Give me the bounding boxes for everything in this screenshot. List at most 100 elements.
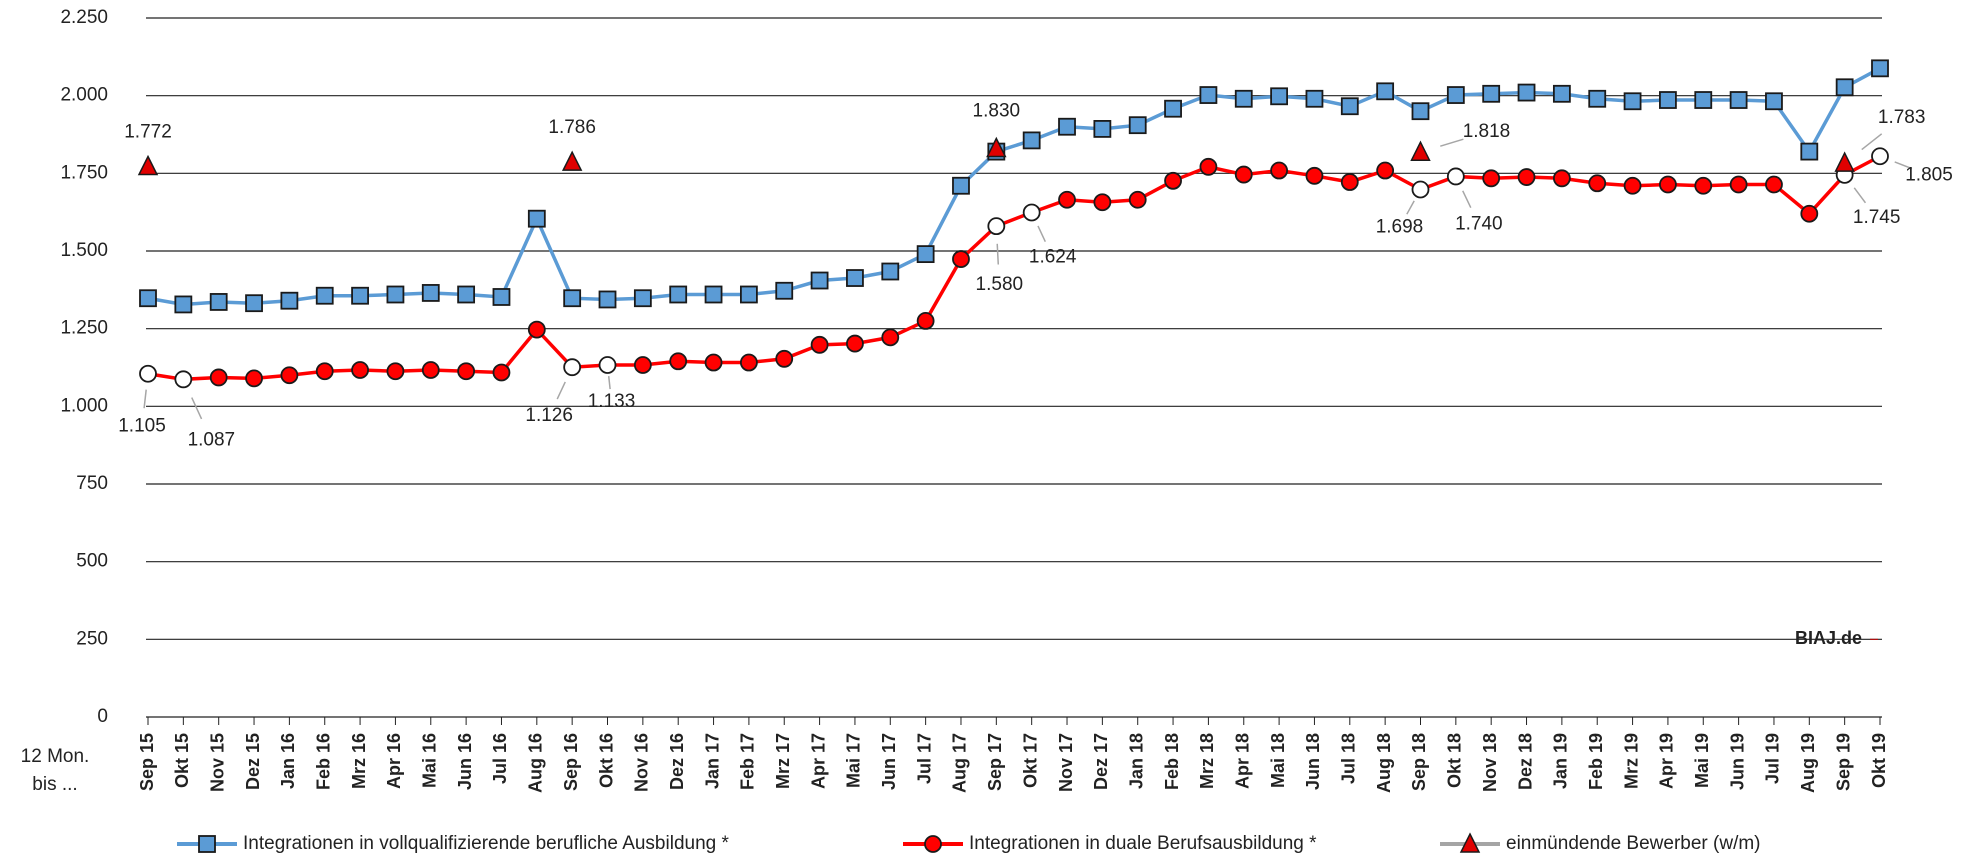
- x-tick-label: Dez 17: [1091, 733, 1111, 790]
- data-point: [1517, 83, 1536, 102]
- x-axis-label: 12 Mon. bis ...: [21, 746, 90, 795]
- x-tick-label: Feb 16: [313, 733, 333, 790]
- data-point: [1376, 161, 1395, 180]
- data-point: [1871, 59, 1889, 78]
- leader-line: [1406, 200, 1415, 215]
- data-point: [1305, 166, 1324, 185]
- data-point: [1588, 174, 1607, 193]
- data-point: [315, 286, 334, 305]
- data-point: [421, 284, 440, 302]
- data-point: [561, 150, 583, 171]
- x-tick-label: Nov 16: [632, 733, 652, 792]
- data-point: [952, 176, 970, 195]
- data-point: [1093, 193, 1112, 212]
- y-tick-label: 250: [76, 628, 108, 649]
- data-point: [280, 291, 299, 310]
- data-point: [1164, 171, 1182, 190]
- x-tick-label: Nov 15: [207, 733, 227, 792]
- leader-line: [1861, 133, 1883, 151]
- data-point: [1022, 131, 1041, 150]
- y-tick-label: 2.250: [60, 7, 108, 28]
- data-point: [1552, 84, 1571, 103]
- y-tick-label: 1.000: [60, 395, 108, 416]
- data-point: [1410, 140, 1431, 161]
- data-point: [1659, 91, 1677, 109]
- data-point: [846, 269, 864, 287]
- data-point: [1093, 120, 1112, 138]
- leader-line: [1853, 187, 1867, 204]
- data-point: [1835, 78, 1854, 97]
- legend-label: einmündende Bewerber (w/m): [1506, 833, 1761, 854]
- data-point: [1729, 175, 1748, 194]
- leader-line: [1440, 138, 1464, 147]
- x-tick-label: Jan 19: [1551, 733, 1571, 789]
- data-point: [1305, 89, 1324, 108]
- y-tick-label: 500: [76, 551, 108, 572]
- legend-marker: [924, 835, 942, 853]
- x-tick-label: Jul 18: [1339, 733, 1359, 784]
- data-point: [739, 285, 758, 304]
- y-tick-label: 2.000: [60, 85, 108, 106]
- data-point: [1270, 161, 1289, 180]
- x-tick-label: Sep 18: [1409, 733, 1429, 791]
- data-point: [1482, 84, 1501, 103]
- x-tick-label: Okt 18: [1445, 733, 1465, 788]
- data-point: [209, 368, 228, 387]
- data-point: [846, 334, 864, 353]
- data-point: [1234, 89, 1253, 108]
- x-tick-label: Apr 17: [808, 733, 828, 789]
- data-point: [739, 353, 758, 372]
- data-point: [421, 361, 440, 379]
- data-point: [386, 362, 405, 381]
- data-point: [280, 366, 299, 385]
- data-point: [1765, 92, 1783, 111]
- data-point: [1340, 173, 1359, 191]
- y-tick-label: 750: [76, 473, 108, 494]
- data-point: [245, 369, 263, 388]
- data-point: [137, 154, 159, 176]
- data-point: [704, 285, 723, 304]
- x-tick-label: Okt 16: [596, 733, 616, 788]
- x-tick-label: Mai 16: [420, 733, 440, 788]
- y-tick-label: 1.750: [60, 162, 108, 183]
- data-point: [1765, 175, 1783, 194]
- x-tick-label: Jun 18: [1303, 733, 1323, 790]
- x-tick-label: Nov 18: [1480, 733, 1500, 792]
- data-point: [1729, 91, 1748, 109]
- leader-line: [191, 397, 203, 420]
- data-point: [810, 335, 829, 354]
- legend-marker: [198, 835, 216, 853]
- x-tick-label: Aug 19: [1798, 733, 1818, 793]
- x-tick-label: Nov 17: [1056, 733, 1076, 792]
- x-tick-label: Mrz 19: [1621, 733, 1641, 789]
- y-tick-label: 1.250: [60, 318, 108, 339]
- data-point: [174, 295, 193, 314]
- data-point: [1623, 92, 1642, 111]
- data-point: [1588, 89, 1607, 108]
- x-tick-label: Jan 17: [702, 733, 722, 789]
- x-tick-label: Jan 18: [1126, 733, 1146, 789]
- x-tick-label: Mrz 17: [773, 733, 793, 789]
- data-point: [1446, 86, 1465, 104]
- data-point: [1517, 168, 1536, 186]
- x-tick-label: Jun 16: [455, 733, 475, 790]
- data-point: [1694, 176, 1713, 195]
- data-point: [1800, 142, 1819, 161]
- x-tick-label: Dez 18: [1515, 733, 1535, 790]
- data-point: [315, 362, 334, 381]
- data-point: [1058, 117, 1076, 136]
- data-point: [1270, 87, 1289, 106]
- leader-line: [1462, 190, 1472, 208]
- data-point: [1234, 165, 1253, 184]
- data-point: [1446, 167, 1465, 186]
- data-point: [492, 288, 511, 306]
- data-point: [987, 217, 1006, 236]
- data-point: [1340, 97, 1359, 116]
- data-point: [916, 311, 935, 330]
- leader-line: [556, 381, 566, 400]
- data-point: [1411, 180, 1430, 199]
- y-tick-label: 1.500: [60, 240, 108, 261]
- x-tick-label: Feb 17: [738, 733, 758, 790]
